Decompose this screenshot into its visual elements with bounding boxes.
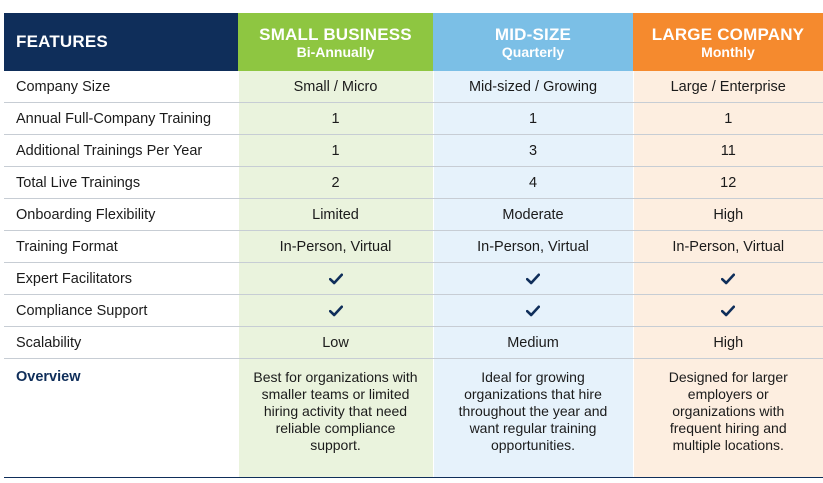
table-cell: 1: [237, 134, 433, 167]
table-row: Onboarding Flexibility Limited Moderate …: [4, 198, 823, 231]
table-cell: In-Person, Virtual: [632, 230, 823, 263]
table-cell: Small / Micro: [237, 71, 433, 103]
plan-name: SMALL BUSINESS: [259, 24, 412, 44]
table-cell: 12: [632, 166, 823, 199]
plan-header-mid-size: MID-SIZE Quarterly: [433, 13, 633, 71]
table-cell: 4: [432, 166, 633, 199]
plan-header-small-business: SMALL BUSINESS Bi-Annually: [238, 13, 433, 71]
checkmark-icon: [721, 273, 736, 284]
overview-text: Best for organizations with smaller team…: [253, 369, 418, 453]
plan-name: LARGE COMPANY: [651, 24, 805, 44]
table-cell: In-Person, Virtual: [432, 230, 633, 263]
row-label: Expert Facilitators: [4, 262, 238, 295]
table-cell: Large / Enterprise: [632, 71, 823, 103]
row-label: Annual Full-Company Training: [4, 102, 238, 135]
table-row: Additional Trainings Per Year 1 3 11: [4, 134, 823, 167]
overview-cell: Best for organizations with smaller team…: [237, 358, 433, 478]
table-cell: 1: [237, 102, 433, 135]
table-row: Scalability Low Medium High: [4, 326, 823, 359]
table-row: Compliance Support: [4, 294, 823, 327]
table-row: Total Live Trainings 2 4 12: [4, 166, 823, 199]
table-cell: In-Person, Virtual: [237, 230, 433, 263]
plan-frequency: Bi-Annually: [296, 43, 375, 60]
features-header: FEATURES: [4, 13, 238, 71]
table-cell: 3: [432, 134, 633, 167]
checkmark-icon: [526, 305, 540, 316]
plan-comparison-table: FEATURES SMALL BUSINESS Bi-Annually MID-…: [4, 13, 823, 478]
row-label: Scalability: [4, 326, 238, 359]
table-row: Training Format In-Person, Virtual In-Pe…: [4, 230, 823, 263]
table-row: Company Size Small / Micro Mid-sized / G…: [4, 71, 823, 103]
table-cell: Mid-sized / Growing: [432, 71, 633, 103]
table-cell: [237, 294, 433, 327]
table-row: Expert Facilitators: [4, 262, 823, 295]
overview-cell: Designed for larger employers or organiz…: [632, 358, 823, 478]
plan-frequency: Quarterly: [501, 43, 565, 60]
table-cell: High: [632, 326, 823, 359]
table-cell: Limited: [237, 198, 433, 231]
overview-text: Designed for larger employers or organiz…: [668, 369, 788, 453]
overview-cell: Ideal for growing organizations that hir…: [432, 358, 633, 478]
row-label: Compliance Support: [4, 294, 238, 327]
row-label: Training Format: [4, 230, 238, 263]
plan-frequency: Monthly: [701, 43, 755, 60]
checkmark-icon: [526, 273, 540, 284]
row-label: Company Size: [4, 71, 238, 103]
header-row: FEATURES SMALL BUSINESS Bi-Annually MID-…: [4, 13, 823, 71]
row-label: Total Live Trainings: [4, 166, 238, 199]
checkmark-icon: [328, 273, 343, 284]
table-cell: [237, 262, 433, 295]
plan-name: MID-SIZE: [494, 24, 572, 44]
table-cell: [632, 262, 823, 295]
table-cell: 1: [432, 102, 633, 135]
table-cell: 1: [632, 102, 823, 135]
table-cell: Moderate: [432, 198, 633, 231]
table-cell: 11: [632, 134, 823, 167]
table-cell: [432, 262, 633, 295]
table-cell: [432, 294, 633, 327]
overview-row: Overview Best for organizations with sma…: [4, 358, 823, 478]
overview-label: Overview: [4, 358, 238, 478]
checkmark-icon: [328, 305, 343, 316]
table-row: Annual Full-Company Training 1 1 1: [4, 102, 823, 135]
overview-text: Ideal for growing organizations that hir…: [458, 369, 608, 453]
table-cell: High: [632, 198, 823, 231]
plan-header-large-company: LARGE COMPANY Monthly: [633, 13, 823, 71]
table-cell: Medium: [432, 326, 633, 359]
checkmark-icon: [721, 305, 736, 316]
table-cell: Low: [237, 326, 433, 359]
table-cell: 2: [237, 166, 433, 199]
row-label: Additional Trainings Per Year: [4, 134, 238, 167]
row-label: Onboarding Flexibility: [4, 198, 238, 231]
table-cell: [632, 294, 823, 327]
